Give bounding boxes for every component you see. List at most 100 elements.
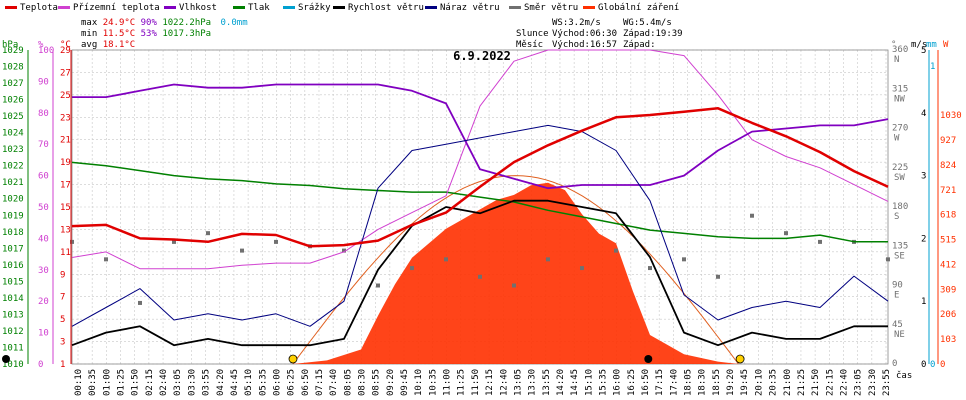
x-tick-label: 09:20 <box>386 369 396 396</box>
temperature-tick: 11 <box>60 248 71 258</box>
pressure-unit: hPa <box>2 40 18 50</box>
x-tick-label: 14:20 <box>556 369 566 396</box>
x-tick-label: 13:55 <box>542 369 552 396</box>
rain-unit: mm <box>926 40 937 50</box>
x-tick-label: 22:40 <box>839 369 849 396</box>
x-tick-label: 17:40 <box>669 369 679 396</box>
moon-set: Západ: <box>623 40 656 50</box>
direction-label: SE <box>894 251 905 261</box>
x-tick-label: 21:00 <box>783 369 793 396</box>
humidity-tick: 60 <box>38 172 49 182</box>
pressure-tick: 1011 <box>2 343 24 353</box>
wind-direction-point <box>138 300 142 305</box>
pressure-tick: 1020 <box>2 195 24 205</box>
wind-direction-point <box>104 257 108 262</box>
temperature-tick: 27 <box>60 68 71 78</box>
wind-tick: 2 <box>921 234 926 244</box>
humidity-tick: 30 <box>38 266 49 276</box>
temperature-tick: 3 <box>60 338 65 348</box>
radiation-tick: 0 <box>940 360 945 370</box>
temperature-tick: 5 <box>60 315 65 325</box>
radiation-envelope <box>292 175 739 365</box>
x-tick-label: 07:40 <box>329 369 339 396</box>
pressure-tick: 1022 <box>2 162 24 172</box>
pressure-tick: 1028 <box>2 63 24 73</box>
x-tick-label: 18:30 <box>698 369 708 396</box>
legend-swatch <box>233 6 245 9</box>
x-tick-label: 04:20 <box>216 369 226 396</box>
pressure-tick: 1018 <box>2 228 24 238</box>
x-tick-label: 13:05 <box>513 369 523 396</box>
wind-unit: m/s <box>911 40 927 50</box>
x-tick-label: 12:15 <box>485 369 495 396</box>
radiation-tick: 927 <box>940 136 956 146</box>
x-tick-label: 00:35 <box>88 369 98 396</box>
direction-label: E <box>894 291 899 301</box>
temperature-tick: 9 <box>60 270 65 280</box>
legend-swatch <box>583 6 595 9</box>
x-tick-label: 01:00 <box>102 369 112 396</box>
wind-speed-avg: WS:3.2m/s <box>552 18 601 28</box>
x-tick-label: 20:35 <box>769 369 779 396</box>
humidity-tick: 100 <box>38 46 54 56</box>
x-tick-label: 05:10 <box>244 369 254 396</box>
legend-swatch <box>5 6 17 9</box>
wind-tick: 3 <box>921 172 926 182</box>
legend-swatch <box>164 6 176 9</box>
stat-avg: avg 18.1°C <box>81 40 136 50</box>
avg-temp: 18.1°C <box>102 40 136 50</box>
pressure-tick: 1019 <box>2 211 24 221</box>
x-tick-label: 02:15 <box>145 369 155 396</box>
direction-tick: 270 <box>892 124 908 134</box>
series-line-p-zemn-teplota <box>71 49 889 270</box>
pressure-tick: 1029 <box>2 46 24 56</box>
moon-left-marker <box>2 355 10 363</box>
humidity-tick: 10 <box>38 329 49 339</box>
x-tick-label: 20:10 <box>754 369 764 396</box>
direction-unit: ° <box>891 40 896 50</box>
pressure-tick: 1024 <box>2 129 24 139</box>
humidity-tick: 70 <box>38 140 49 150</box>
pressure-tick: 1025 <box>2 112 24 122</box>
x-tick-label: 03:30 <box>187 369 197 396</box>
legend-item: Globální záření <box>583 3 679 15</box>
wind-direction-point <box>784 231 788 236</box>
wind-direction-point <box>206 231 210 236</box>
x-tick-label: 10:10 <box>414 369 424 396</box>
wind-direction-point <box>886 257 890 262</box>
humidity-tick: 40 <box>38 234 49 244</box>
direction-tick: 0 <box>892 359 897 369</box>
x-tick-label: 07:15 <box>315 369 325 396</box>
legend-swatch <box>333 6 345 9</box>
temperature-tick: 7 <box>60 293 65 303</box>
wind-tick: 0 <box>921 360 926 370</box>
wind-tick: 4 <box>921 109 926 119</box>
x-tick-label: 12:40 <box>499 369 509 396</box>
x-tick-label: 09:45 <box>400 369 410 396</box>
wind-direction-point <box>750 213 754 218</box>
pressure-tick: 1023 <box>2 145 24 155</box>
temperature-tick: 29 <box>60 46 71 56</box>
x-tick-label: 02:40 <box>159 369 169 396</box>
legend-label: Vlhkost <box>179 3 217 13</box>
legend-item: Srážky <box>283 3 331 15</box>
series-line-tlak <box>71 161 888 243</box>
wind-direction-point <box>580 266 584 271</box>
wind-direction-point <box>444 257 448 262</box>
wind-direction-point <box>648 266 652 271</box>
wind-direction-point <box>478 274 482 279</box>
legend-swatch <box>509 6 521 9</box>
wind-direction-point <box>512 283 516 288</box>
wind-direction-point <box>70 239 74 244</box>
temperature-tick: 25 <box>60 91 71 101</box>
pressure-tick: 1010 <box>2 360 24 370</box>
moon-label: Měsíc <box>516 40 544 50</box>
direction-label: W <box>894 134 900 144</box>
pressure-tick: 1016 <box>2 261 24 271</box>
sunrise-marker <box>288 354 298 364</box>
radiation-tick: 618 <box>940 211 956 221</box>
x-tick-label: 10:35 <box>428 369 438 396</box>
wind-direction-point <box>342 248 346 253</box>
sun-label: Slunce <box>516 29 549 39</box>
x-tick-label: 08:30 <box>358 369 368 396</box>
